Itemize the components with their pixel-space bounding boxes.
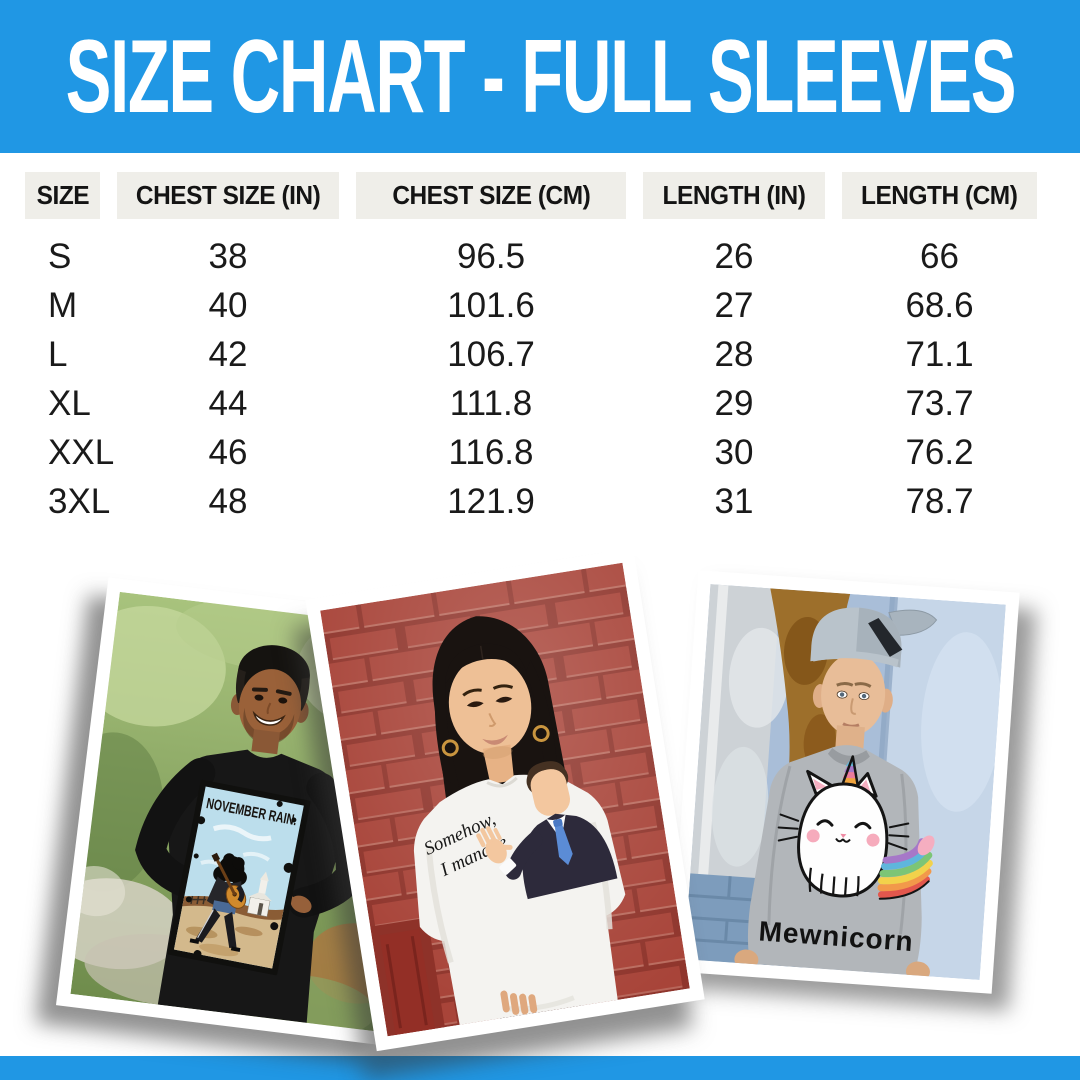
cell-chest-in: 42	[208, 334, 248, 374]
cell-length-cm: 71.1	[905, 334, 974, 374]
table-row: S 38 96.5 26 66	[25, 232, 1037, 281]
cell-size: S	[48, 236, 72, 276]
rainbow-tail	[877, 835, 935, 900]
cell-chest-in: 44	[208, 383, 248, 423]
table-row: XXL 46 116.8 30 76.2	[25, 428, 1037, 477]
cell-length-cm: 76.2	[905, 432, 974, 472]
cell-chest-in: 40	[208, 285, 248, 325]
photo-somehow-i-manage-tee: Somehow, I manage	[305, 547, 705, 1052]
cell-length-cm: 66	[920, 236, 959, 276]
cell-size: L	[48, 334, 68, 374]
cell-size: XL	[48, 383, 91, 423]
column-header-length-in: LENGTH (IN)	[643, 172, 825, 219]
cell-chest-cm: 121.9	[447, 481, 535, 521]
cell-chest-cm: 111.8	[449, 383, 533, 423]
table-row: 3XL 48 121.9 31 78.7	[25, 477, 1037, 526]
size-table: SIZE CHEST SIZE (IN) CHEST SIZE (CM) LEN…	[25, 172, 1037, 526]
hand-at-hip	[500, 990, 538, 1015]
table-row: L 42 106.7 28 71.1	[25, 330, 1037, 379]
cell-size: 3XL	[48, 481, 111, 521]
cell-size: M	[48, 285, 78, 325]
photo-3-illustration: Mewnicorn	[684, 584, 1006, 980]
cell-length-in: 29	[714, 383, 754, 423]
column-header-chest-cm: CHEST SIZE (CM)	[356, 172, 626, 219]
photo-mewnicorn-tee: Mewnicorn	[670, 570, 1020, 994]
cell-chest-in: 38	[208, 236, 248, 276]
rainbow-horn	[839, 755, 860, 792]
church-graphic	[247, 871, 272, 917]
cell-length-in: 30	[714, 432, 754, 472]
cell-length-cm: 78.7	[905, 481, 974, 521]
header-banner: SIZE CHART - FULL SLEEVES	[0, 0, 1080, 153]
cell-length-in: 31	[714, 481, 754, 521]
guitarist-graphic	[189, 852, 247, 953]
cell-length-in: 28	[714, 334, 754, 374]
print-somehow-i-manage: Somehow, I manage	[421, 761, 618, 900]
cell-length-in: 26	[714, 236, 754, 276]
cell-length-in: 27	[714, 285, 754, 325]
footer-stripe	[0, 1056, 1080, 1080]
cell-chest-cm: 106.7	[447, 334, 535, 374]
table-body: S 38 96.5 26 66 M 40 101.6 27 68.6 L 42 …	[25, 232, 1037, 526]
column-header-size: SIZE	[25, 172, 100, 219]
photo-2-illustration: Somehow, I manage	[320, 562, 690, 1037]
print-mewnicorn: Mewnicorn	[758, 755, 935, 957]
print-november-rain: NOVEMBER RAIN.	[167, 779, 311, 976]
page-title: SIZE CHART - FULL SLEEVES	[65, 18, 1016, 135]
cell-length-cm: 73.7	[905, 383, 974, 423]
cell-chest-cm: 101.6	[447, 285, 535, 325]
cell-chest-in: 46	[208, 432, 248, 472]
table-row: M 40 101.6 27 68.6	[25, 281, 1037, 330]
column-header-length-cm: LENGTH (CM)	[842, 172, 1037, 219]
table-row: XL 44 111.8 29 73.7	[25, 379, 1037, 428]
red-door-frame	[370, 917, 445, 1037]
cell-chest-in: 48	[208, 481, 248, 521]
cell-length-cm: 68.6	[905, 285, 974, 325]
cell-size: XXL	[48, 432, 115, 472]
table-header-row: SIZE CHEST SIZE (IN) CHEST SIZE (CM) LEN…	[25, 172, 1037, 219]
michael-scott-graphic	[476, 761, 618, 900]
column-header-chest-in: CHEST SIZE (IN)	[117, 172, 339, 219]
cell-chest-cm: 96.5	[456, 236, 526, 276]
caticorn-graphic	[777, 755, 935, 900]
cell-chest-cm: 116.8	[448, 432, 534, 472]
